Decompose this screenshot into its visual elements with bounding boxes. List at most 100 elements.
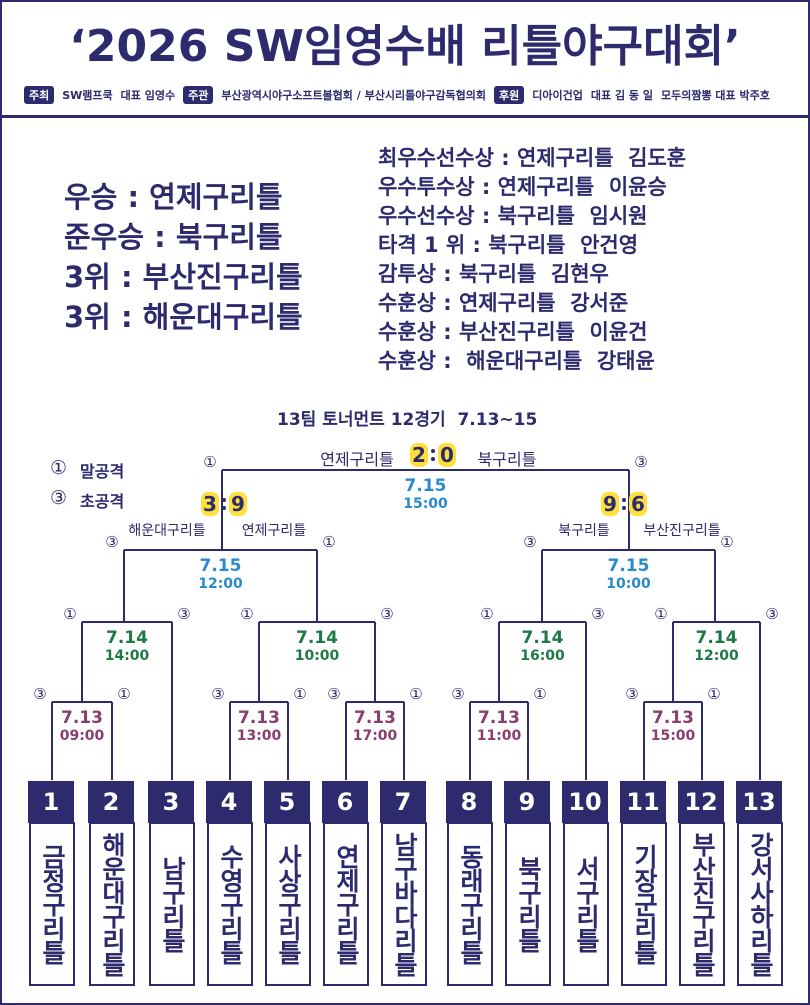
- score-colon: [622, 506, 626, 510]
- side-mark: ③: [591, 605, 605, 623]
- game-time: 09:00: [59, 728, 105, 744]
- game-date: 7.15: [607, 556, 650, 576]
- game-time: 13:00: [236, 728, 282, 744]
- side-mark: ③: [105, 533, 119, 551]
- side-mark: ①: [720, 533, 734, 551]
- sponsor-rep: 대표 임영수: [120, 89, 176, 102]
- game-date: 7.14: [296, 628, 338, 648]
- game-team: 북구리틀: [558, 523, 610, 539]
- bracket-title: 13팀 토너먼트 12경기 7.13~15: [277, 410, 538, 430]
- result: 준우승 : 북구리틀: [64, 220, 283, 254]
- team-name: 남구리틀: [149, 822, 195, 986]
- team-number: 6: [322, 781, 368, 823]
- award: 수훈상 : 연제구리틀 강서준: [378, 291, 629, 315]
- game-time: 14:00: [104, 648, 150, 664]
- game-time: 17:00: [352, 728, 398, 744]
- team-number: 2: [88, 781, 134, 823]
- team-number: 5: [264, 781, 310, 823]
- result: 3위 : 해운대구리틀: [64, 300, 303, 334]
- side-mark: ①: [63, 605, 77, 623]
- score: 0: [438, 443, 456, 467]
- team-name: 사상구리틀: [265, 822, 311, 986]
- side-mark: ①: [240, 605, 254, 623]
- team-number: 8: [446, 781, 492, 823]
- score: 2: [410, 443, 428, 467]
- award: 수훈상 : 해운대구리틀 강태윤: [378, 349, 655, 373]
- award: 우수선수상 : 북구리틀 임시원: [378, 204, 648, 228]
- score: 3: [201, 492, 219, 516]
- score-colon: [622, 498, 626, 502]
- team-name: 연제구리틀: [323, 822, 369, 986]
- divider: [2, 115, 808, 118]
- game-date: 7.13: [61, 708, 103, 728]
- result: 우승 : 연제구리틀: [64, 180, 283, 214]
- legend-mark: ①: [50, 457, 68, 479]
- side-mark: ③: [765, 605, 779, 623]
- game-date: 7.15: [199, 556, 242, 576]
- team-name: 부산진구리틀: [679, 822, 725, 986]
- award: 수훈상 : 부산진구리틀 이윤건: [378, 320, 648, 344]
- score: 9: [601, 492, 619, 516]
- team-name: 강서사하리틀: [737, 822, 783, 986]
- game-date: 7.15: [404, 476, 447, 496]
- game-time: 12:00: [694, 648, 739, 664]
- score: 6: [629, 492, 647, 516]
- sponsor: 부산광역시야구소프트볼협회 / 부산시리틀야구감독협의회: [221, 89, 487, 102]
- award: 우수투수상 : 연제구리틀 이윤승: [378, 175, 667, 199]
- side-mark: ①: [409, 685, 423, 703]
- side-mark: ③: [634, 453, 648, 471]
- game-date: 7.13: [478, 708, 520, 728]
- team-number: 12: [678, 781, 724, 823]
- team-name: 해운대구리틀: [89, 822, 135, 986]
- team-name: 금정구리틀: [29, 822, 75, 986]
- team-number: 11: [620, 781, 666, 823]
- score: 9: [229, 492, 247, 516]
- game-team: 연제구리틀: [320, 450, 394, 469]
- title: ‘2026 SW임영수배 리틀야구대회’: [69, 21, 741, 72]
- game-team: 연제구리틀: [241, 523, 307, 539]
- team-number: 7: [380, 781, 426, 823]
- legend-text: 말공격: [80, 462, 125, 481]
- legend-mark: ③: [50, 487, 68, 509]
- role-tag: 주관: [183, 86, 214, 104]
- team-number: 10: [562, 781, 608, 823]
- game-time: 12:00: [198, 576, 243, 592]
- team-number: 9: [504, 781, 550, 823]
- role-tag: 주최: [24, 86, 55, 104]
- game-date: 7.14: [106, 628, 148, 648]
- game-time: 16:00: [520, 648, 565, 664]
- result: 3위 : 부산진구리틀: [64, 260, 303, 294]
- game-time: 11:00: [476, 728, 522, 744]
- award: 감투상 : 북구리틀 김현우: [378, 262, 609, 286]
- legend-text: 초공격: [80, 492, 125, 511]
- side-mark: ①: [480, 605, 494, 623]
- role-tag: 후원: [494, 86, 525, 104]
- game-date: 7.13: [652, 708, 694, 728]
- side-mark: ③: [523, 533, 537, 551]
- team-name: 수영구리틀: [207, 822, 253, 986]
- game-team: 북구리틀: [477, 450, 537, 469]
- side-mark: ③: [33, 685, 47, 703]
- game-date: 7.14: [521, 628, 564, 648]
- team-name: 기장군리틀: [621, 822, 667, 986]
- side-mark: ①: [293, 685, 307, 703]
- team-number: 3: [148, 781, 194, 823]
- award: 타격 1 위 : 북구리틀 안건영: [378, 233, 639, 257]
- game-time: 10:00: [294, 648, 340, 664]
- sponsor: 모두의짬뽕 대표 박주호: [661, 89, 770, 102]
- side-mark: ③: [380, 605, 394, 623]
- side-mark: ①: [203, 453, 217, 471]
- side-mark: ③: [451, 685, 465, 703]
- side-mark: ①: [707, 685, 721, 703]
- team-number: 13: [736, 781, 782, 823]
- sponsor: SW램프쿡: [62, 89, 113, 102]
- team-number: 1: [28, 781, 74, 823]
- award: 최우수선수상 : 연제구리틀 김도훈: [378, 146, 687, 170]
- team-name: 동래구리틀: [447, 822, 493, 986]
- side-mark: ③: [177, 605, 191, 623]
- game-time: 15:00: [650, 728, 696, 744]
- side-mark: ①: [322, 533, 336, 551]
- side-mark: ③: [211, 685, 225, 703]
- side-mark: ①: [533, 685, 547, 703]
